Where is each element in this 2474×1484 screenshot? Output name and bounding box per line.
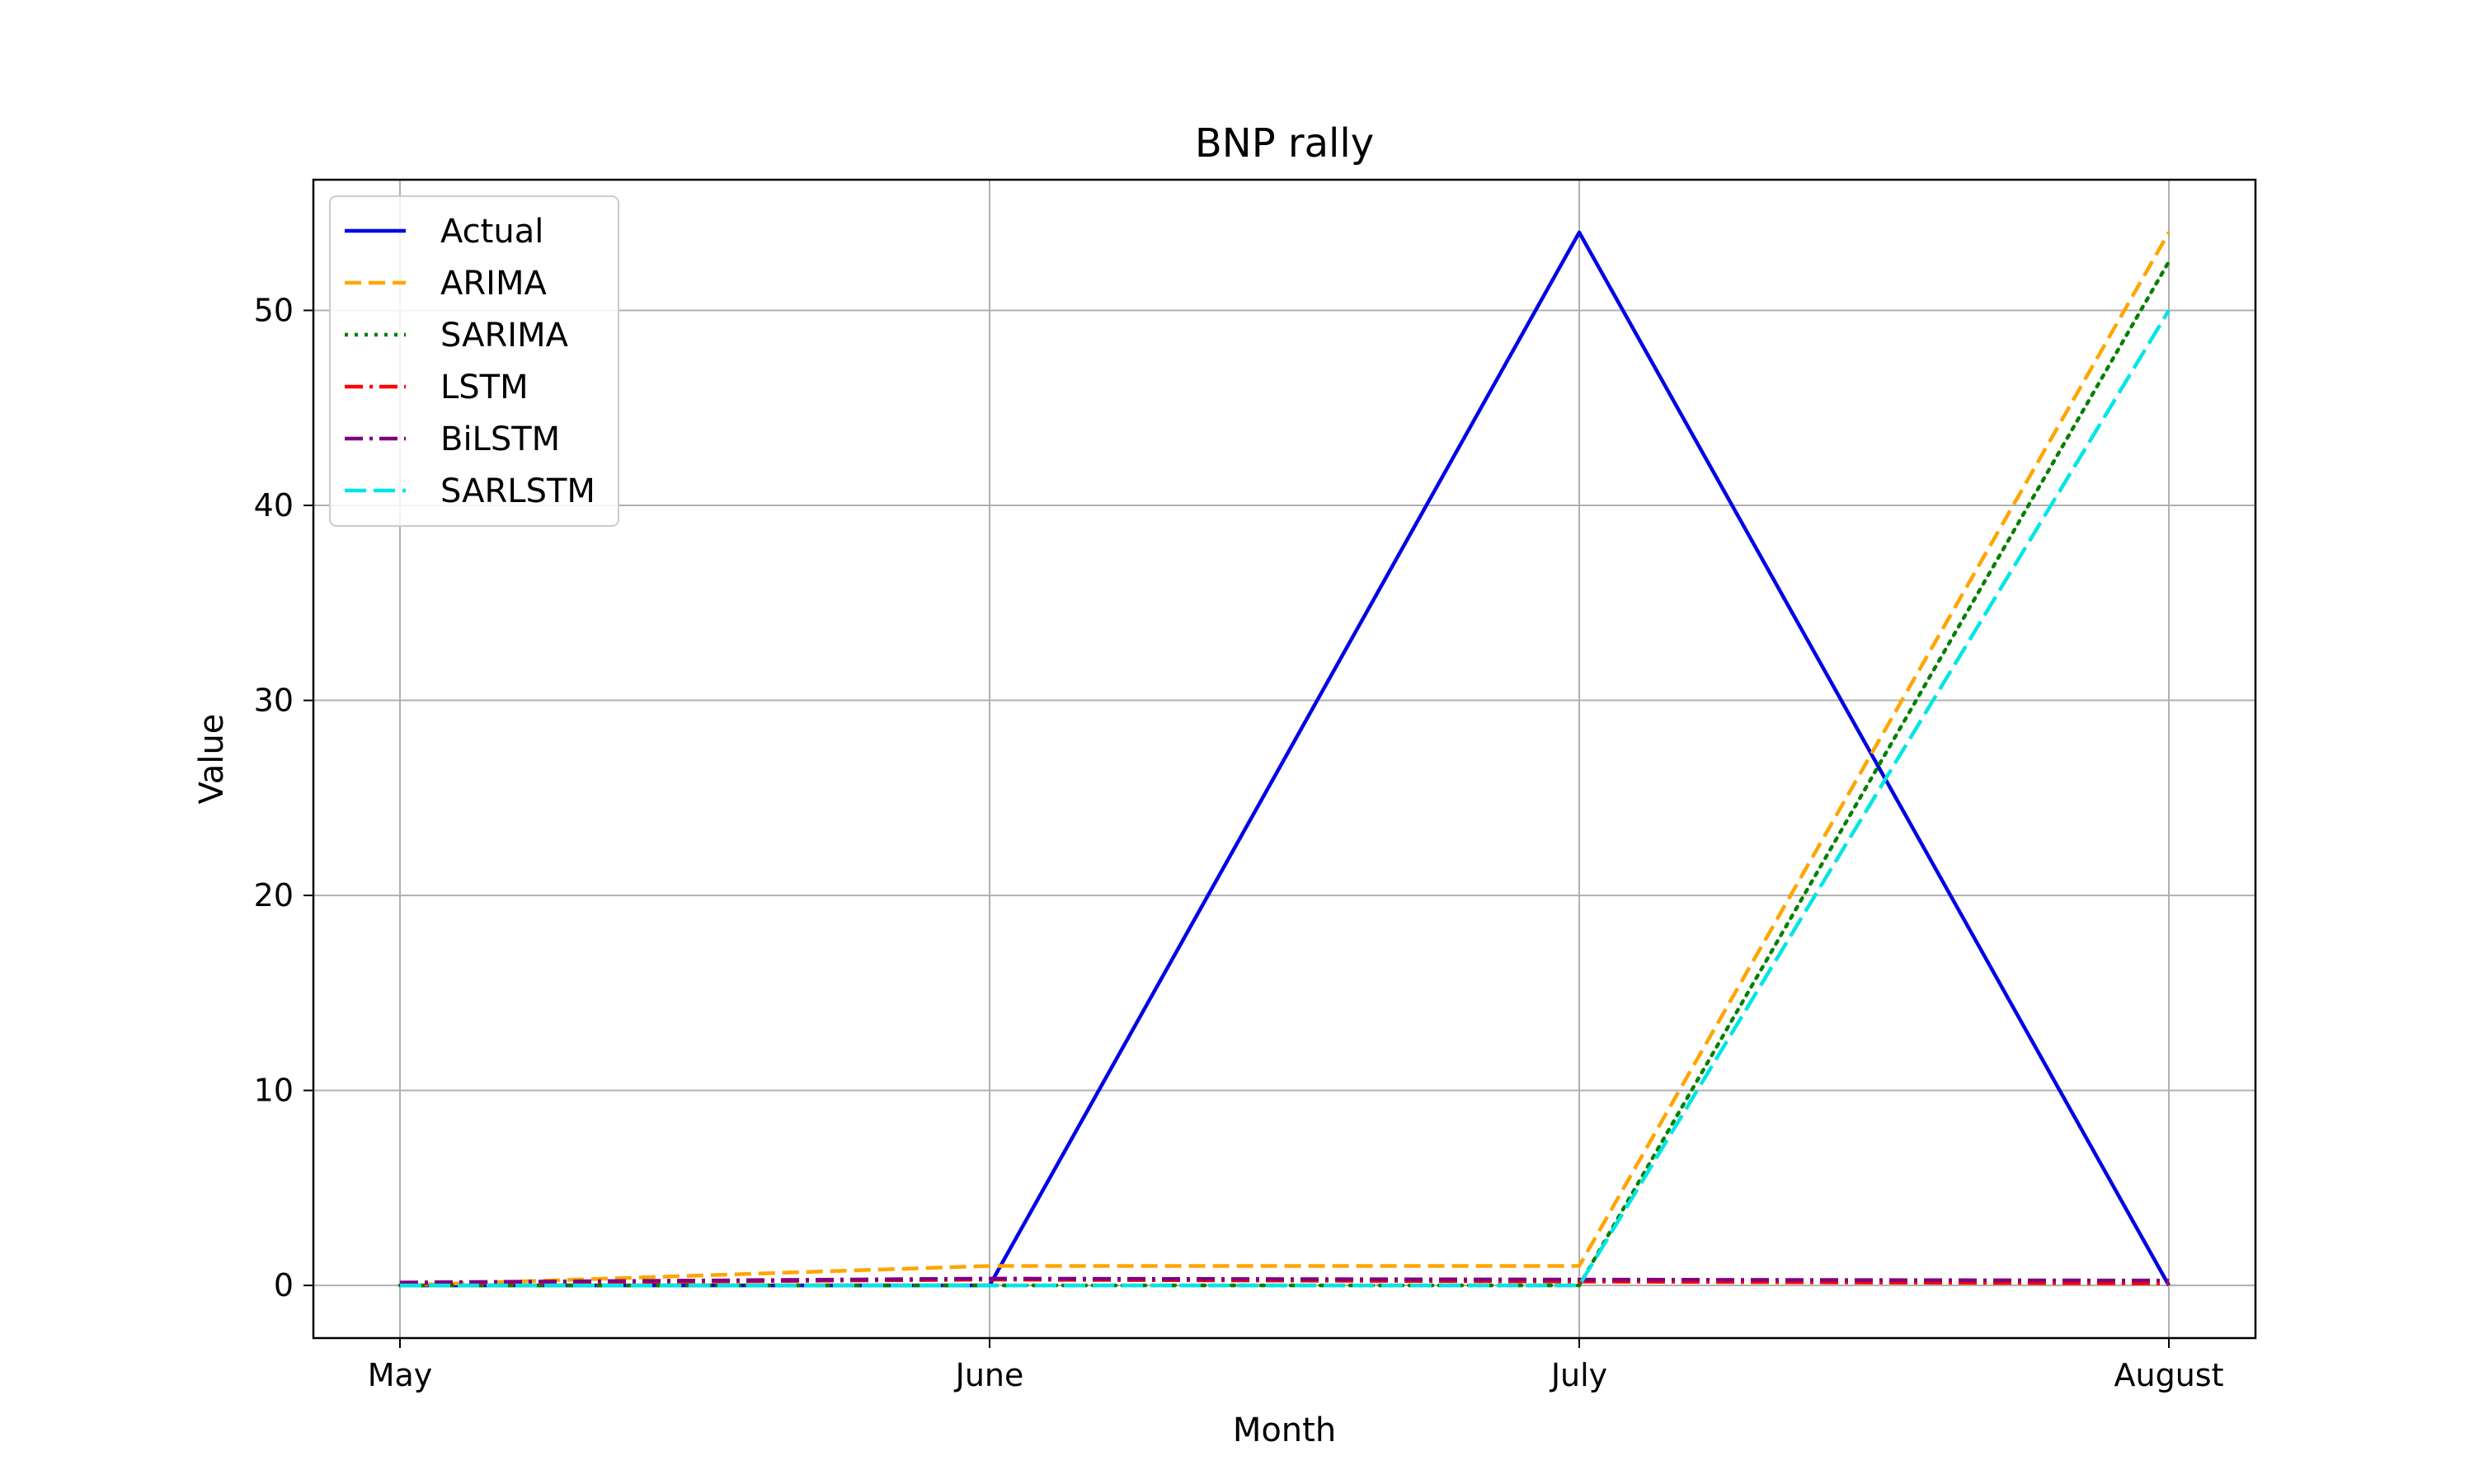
legend-label: Actual	[440, 213, 543, 251]
x-axis-label: Month	[1233, 1411, 1336, 1449]
series-line-arima	[399, 231, 2171, 1288]
y-axis-label: Value	[193, 714, 231, 805]
x-axis: May June July August	[368, 1338, 2224, 1393]
legend-box	[329, 195, 619, 527]
y-tick-label: 10	[254, 1073, 294, 1109]
series-line-actual	[400, 230, 2171, 1288]
x-tick-label: May	[368, 1357, 433, 1393]
series-line-sarima	[397, 260, 2171, 1288]
y-tick-label: 0	[274, 1267, 294, 1303]
chart-title: BNP rally	[1195, 120, 1374, 167]
legend-label: BiLSTM	[440, 420, 560, 458]
plot-frame	[312, 178, 2257, 1340]
y-axis: 0 10 20 30 40 50	[254, 292, 313, 1303]
series-lines	[397, 230, 2171, 1288]
x-tick-label: August	[2114, 1357, 2224, 1393]
y-tick-label: 50	[254, 292, 294, 328]
y-tick-label: 20	[254, 877, 294, 913]
x-tick-label: June	[954, 1357, 1024, 1393]
legend-label: ARIMA	[440, 265, 547, 303]
x-tick-label: July	[1550, 1357, 1607, 1393]
legend: Actual ARIMA SARIMA LSTM BiLSTM SARLSTM	[329, 195, 619, 527]
y-tick-label: 40	[254, 487, 294, 524]
series-line-bilstm	[399, 1276, 2170, 1284]
legend-label: LSTM	[440, 369, 529, 406]
series-line-sarlstm	[400, 309, 2171, 1288]
legend-label: SARIMA	[440, 317, 569, 355]
y-tick-label: 30	[254, 683, 294, 719]
legend-label: SARLSTM	[440, 472, 595, 510]
